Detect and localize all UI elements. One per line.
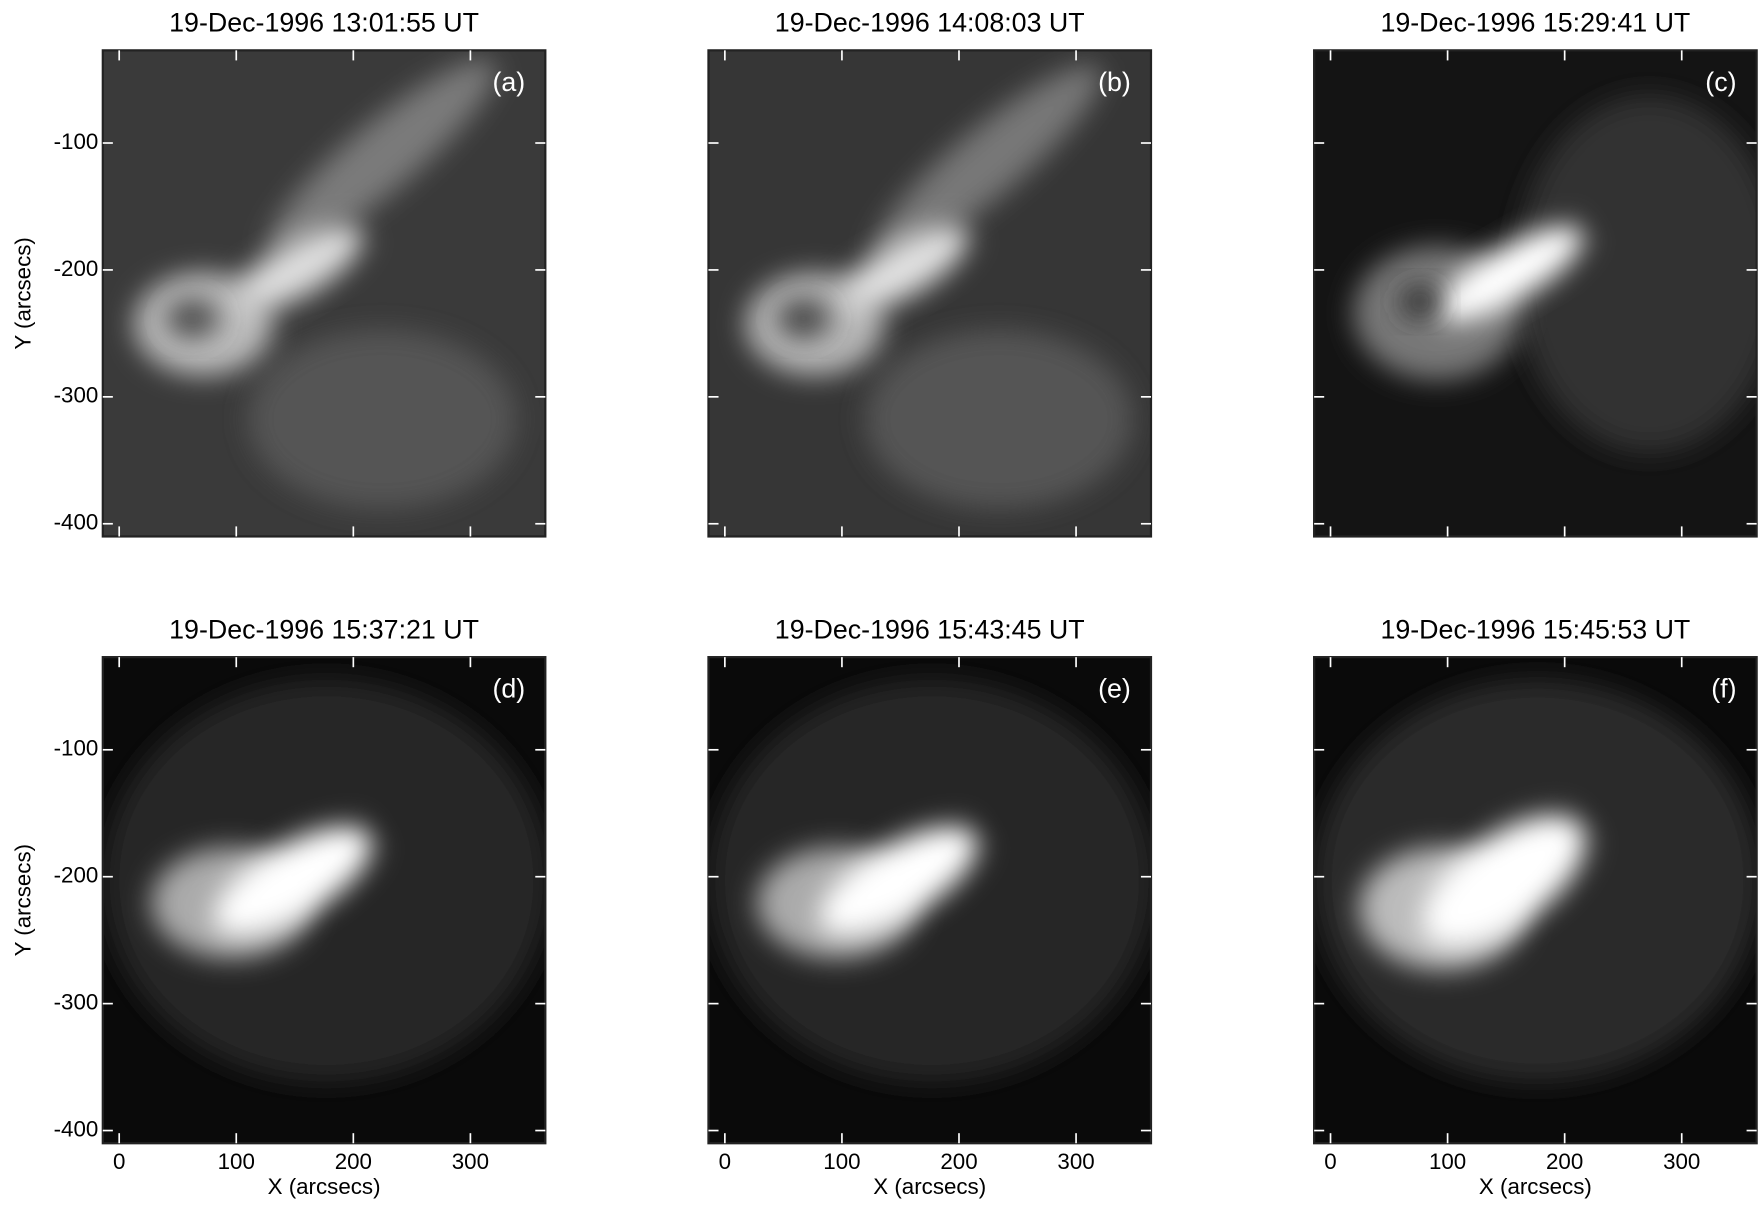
y-tick-label: -200 bbox=[54, 863, 99, 888]
image-feature bbox=[1515, 95, 1757, 453]
chart-title: 19-Dec-1996 13:01:55 UT bbox=[169, 8, 479, 38]
x-axis-label: X (arcsecs) bbox=[1479, 1174, 1592, 1199]
x-tick-label: 100 bbox=[1429, 1149, 1466, 1174]
image-feature bbox=[818, 826, 978, 936]
panel-frame bbox=[1313, 49, 1758, 538]
panel-frame bbox=[707, 656, 1153, 1145]
image-feature bbox=[234, 225, 363, 312]
panel bbox=[1314, 50, 1757, 537]
panel-label: (c) bbox=[1705, 67, 1736, 97]
panel-frame bbox=[707, 49, 1153, 538]
panel-frame bbox=[101, 656, 547, 1145]
chart-title: 19-Dec-1996 15:43:45 UT bbox=[775, 615, 1085, 645]
image-feature bbox=[864, 329, 1134, 509]
y-axis-label: Y (arcsecs) bbox=[10, 237, 35, 350]
panel bbox=[1314, 657, 1757, 1144]
x-tick-label: 100 bbox=[823, 1149, 860, 1174]
x-axis-label: X (arcsecs) bbox=[268, 1174, 381, 1199]
panel-label: (e) bbox=[1098, 674, 1131, 704]
image-feature bbox=[874, 65, 1102, 259]
image-feature bbox=[165, 298, 220, 339]
image-feature bbox=[268, 59, 496, 254]
panel-frame bbox=[101, 49, 547, 538]
panel bbox=[102, 657, 546, 1144]
image-feature bbox=[1435, 225, 1584, 322]
x-tick-label: 100 bbox=[218, 1149, 255, 1174]
panel bbox=[708, 50, 1151, 537]
chart-title: 19-Dec-1996 14:08:03 UT bbox=[775, 8, 1085, 38]
y-tick-label: -100 bbox=[54, 129, 99, 154]
panel-label: (b) bbox=[1098, 67, 1131, 97]
chart-title: 19-Dec-1996 15:45:53 UT bbox=[1380, 615, 1690, 645]
x-tick-label: 200 bbox=[940, 1149, 977, 1174]
image-feature bbox=[1422, 814, 1587, 947]
panel bbox=[708, 657, 1151, 1144]
x-tick-label: 300 bbox=[1663, 1149, 1700, 1174]
y-tick-label: -400 bbox=[54, 1116, 99, 1141]
y-tick-label: -100 bbox=[54, 736, 99, 761]
chart-title: 19-Dec-1996 15:37:21 UT bbox=[169, 615, 479, 645]
chart-title: 19-Dec-1996 15:29:41 UT bbox=[1380, 8, 1690, 38]
panel-label: (a) bbox=[492, 67, 525, 97]
x-tick-label: 300 bbox=[452, 1149, 489, 1174]
image-feature bbox=[1400, 285, 1441, 319]
x-tick-label: 200 bbox=[335, 1149, 372, 1174]
panel bbox=[102, 50, 546, 537]
y-tick-label: -300 bbox=[54, 383, 99, 408]
y-tick-label: -200 bbox=[54, 256, 99, 281]
x-tick-label: 300 bbox=[1057, 1149, 1094, 1174]
image-feature bbox=[776, 298, 831, 339]
x-tick-label: 200 bbox=[1546, 1149, 1583, 1174]
x-tick-label: 0 bbox=[113, 1149, 125, 1174]
x-tick-label: 0 bbox=[719, 1149, 731, 1174]
y-axis-label: Y (arcsecs) bbox=[10, 844, 35, 956]
x-axis-label: X (arcsecs) bbox=[873, 1174, 986, 1199]
y-tick-label: -300 bbox=[54, 990, 99, 1015]
image-feature bbox=[248, 329, 517, 509]
x-tick-label: 0 bbox=[1324, 1149, 1336, 1174]
image-feature bbox=[213, 826, 373, 936]
image-feature bbox=[839, 225, 969, 312]
panel-label: (f) bbox=[1711, 674, 1736, 704]
panel-frame bbox=[1313, 656, 1758, 1145]
y-tick-label: -400 bbox=[54, 510, 99, 535]
panel-label: (d) bbox=[492, 674, 525, 704]
